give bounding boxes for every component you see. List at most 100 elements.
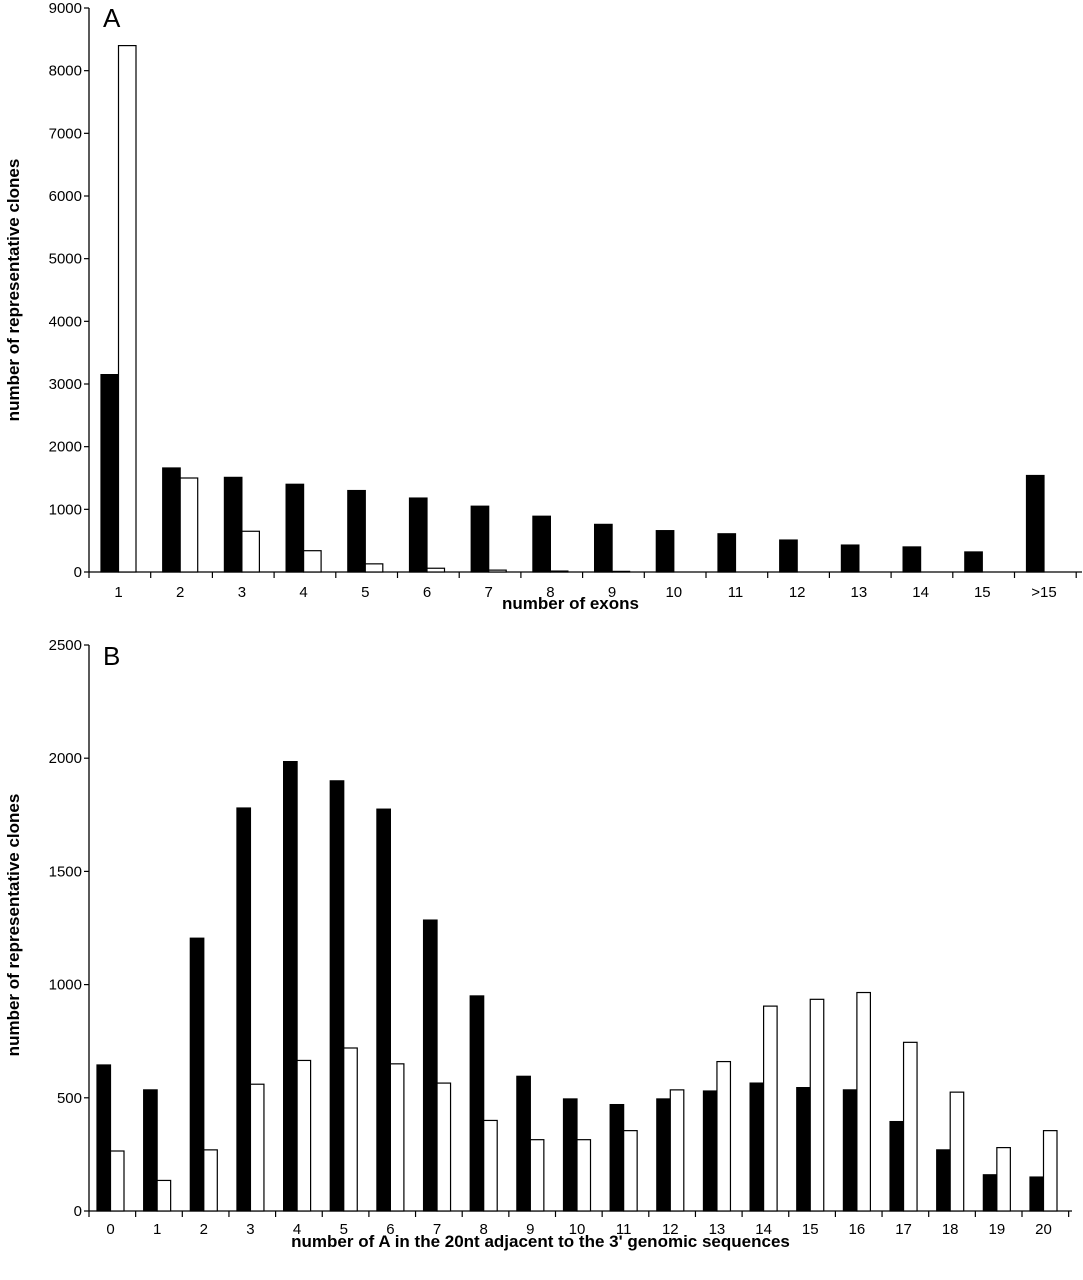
panel-a-y-tick-label: 7000 (49, 125, 82, 142)
panel-a-x-tick-label: 15 (974, 584, 991, 601)
panel-b-x-tick-label: 0 (106, 1221, 114, 1238)
panel-b-chart: B number of representative clones number… (4, 637, 1072, 1251)
panel-b-bar-series2-10 (576, 1139, 592, 1212)
panel-b-bar-series1-3 (236, 807, 252, 1212)
panel-b-bar-series2-18 (949, 1091, 965, 1212)
panel-a-bar-series1-2 (223, 476, 243, 573)
panel-a-bar-series1-4 (347, 489, 366, 573)
panel-b-x-tick-label: 6 (386, 1221, 394, 1238)
panel-a-bar-series2-6 (488, 569, 507, 573)
panel-a-x-tick-label: 14 (912, 584, 929, 601)
panel-b-bar-series1-17 (889, 1120, 905, 1212)
panel-a-x-tick-label: 7 (485, 584, 493, 601)
panel-b-bar-series1-16 (842, 1089, 858, 1212)
panel-b-bar-series2-19 (996, 1147, 1011, 1212)
panel-a-x-tick-label: 2 (176, 584, 184, 601)
panel-b-bar-series2-11 (623, 1130, 638, 1212)
panel-a-x-axis-title: number of exons (502, 594, 639, 613)
panel-b-y-tick-label: 500 (57, 1090, 82, 1107)
panel-b-x-tick-label: 10 (569, 1221, 586, 1238)
panel-a-x-tick-label: 10 (665, 584, 682, 601)
panel-a-bar-series1-12 (840, 544, 860, 573)
panel-b-bar-series1-13 (702, 1090, 718, 1212)
panel-a-y-tick-label: 9000 (49, 0, 82, 17)
panel-a-bar-series1-5 (408, 497, 428, 573)
panel-a-y-tick-label: 4000 (49, 313, 82, 330)
panel-b-bar-series1-9 (516, 1075, 531, 1212)
panel-b-bar-series1-14 (749, 1082, 765, 1212)
panel-b-bar-series1-19 (982, 1174, 998, 1212)
panel-b-y-tick-label: 0 (74, 1203, 82, 1220)
panel-a-chart: A number of representative clones number… (4, 0, 1082, 613)
panel-a-bar-series2-8 (611, 570, 631, 573)
panel-b-y-tick-label: 2000 (49, 750, 82, 767)
panel-a-x-tick-label: 8 (546, 584, 554, 601)
panel-b-bar-series2-3 (249, 1083, 265, 1212)
panel-a-bar-series2-2 (241, 530, 260, 573)
panel-a-letter: A (103, 3, 121, 33)
panel-b-x-tick-label: 3 (246, 1221, 254, 1238)
panel-a-bar-series1-14 (964, 551, 983, 573)
panel-a-x-tick-label: >15 (1031, 584, 1056, 601)
panel-b-bar-series1-12 (656, 1098, 671, 1212)
panel-b-bar-series1-1 (143, 1089, 158, 1212)
panel-b-bar-series2-20 (1042, 1130, 1058, 1212)
panel-a-bar-series1-11 (779, 539, 798, 573)
panel-a-y-tick-label: 0 (74, 564, 82, 581)
panel-a-bar-series1-8 (593, 523, 613, 573)
panel-b-letter: B (103, 641, 120, 671)
panel-b-bar-series1-7 (422, 919, 438, 1212)
panel-a-bar-series1-13 (902, 546, 922, 573)
panel-a-bar-series1-0 (100, 374, 120, 573)
panel-a-bar-series2-1 (179, 477, 199, 573)
panel-b-bar-series2-17 (902, 1041, 918, 1212)
panel-b-bar-series2-7 (436, 1082, 452, 1212)
panel-b-bar-series2-16 (856, 991, 872, 1212)
panel-b-bar-series1-6 (376, 808, 391, 1212)
panel-a-x-tick-label: 3 (238, 584, 246, 601)
panel-b-bar-series1-11 (609, 1103, 625, 1212)
panel-b-x-tick-label: 1 (153, 1221, 161, 1238)
panel-b-bar-series2-2 (203, 1149, 218, 1212)
panel-a-x-tick-label: 9 (608, 584, 616, 601)
panel-a-x-tick-label: 13 (851, 584, 868, 601)
panel-b-bar-series2-1 (156, 1179, 172, 1212)
panel-b-x-tick-label: 8 (480, 1221, 488, 1238)
panel-b-x-tick-label: 9 (526, 1221, 534, 1238)
panel-b-bar-series2-9 (529, 1139, 545, 1212)
panel-b-x-tick-label: 4 (293, 1221, 301, 1238)
panel-a-x-tick-label: 11 (728, 584, 744, 601)
panel-b-bar-series1-15 (796, 1087, 811, 1212)
panel-a-bar-series1-15 (1025, 474, 1045, 573)
panel-a-y-tick-label: 2000 (49, 439, 82, 456)
panel-b-y-axis-title: number of representative clones (4, 794, 23, 1057)
panel-b-bar-series2-12 (669, 1089, 685, 1212)
panel-b-x-axis-title: number of A in the 20nt adjacent to the … (291, 1232, 790, 1251)
panel-b-bar-series2-14 (762, 1005, 778, 1212)
panel-b-x-tick-label: 5 (340, 1221, 348, 1238)
panel-b-bar-series2-15 (809, 998, 825, 1212)
panel-a-bar-series1-1 (162, 467, 181, 573)
panel-b-y-tick-label: 1500 (49, 863, 82, 880)
panel-a-bar-series1-6 (470, 505, 490, 573)
panel-b-x-tick-label: 7 (433, 1221, 441, 1238)
panel-b-bar-series1-5 (329, 780, 345, 1212)
panel-b-bar-series1-4 (283, 760, 298, 1212)
panel-b-y-tick-label: 1000 (49, 977, 82, 994)
panel-b-y-tick-label: 2500 (49, 637, 82, 654)
panel-b-x-tick-label: 2 (200, 1221, 208, 1238)
panel-a-x-tick-label: 4 (299, 584, 307, 601)
panel-b-bar-series1-18 (936, 1149, 951, 1212)
panel-b-bar-series2-4 (296, 1059, 312, 1212)
panel-b-x-tick-label: 17 (895, 1221, 912, 1238)
panel-a-y-tick-label: 8000 (49, 63, 82, 80)
panel-b-x-tick-label: 16 (849, 1221, 866, 1238)
panel-b-bar-series1-8 (469, 995, 485, 1212)
panel-a-bar-series2-3 (303, 550, 322, 573)
panel-b-bar-series2-8 (483, 1119, 498, 1212)
panel-a-y-tick-label: 1000 (49, 501, 82, 518)
panel-a-bar-series2-5 (426, 567, 446, 573)
panel-b-bar-series1-2 (189, 937, 205, 1212)
panel-a-bar-series1-9 (655, 530, 675, 573)
panel-a-x-tick-label: 1 (114, 584, 122, 601)
